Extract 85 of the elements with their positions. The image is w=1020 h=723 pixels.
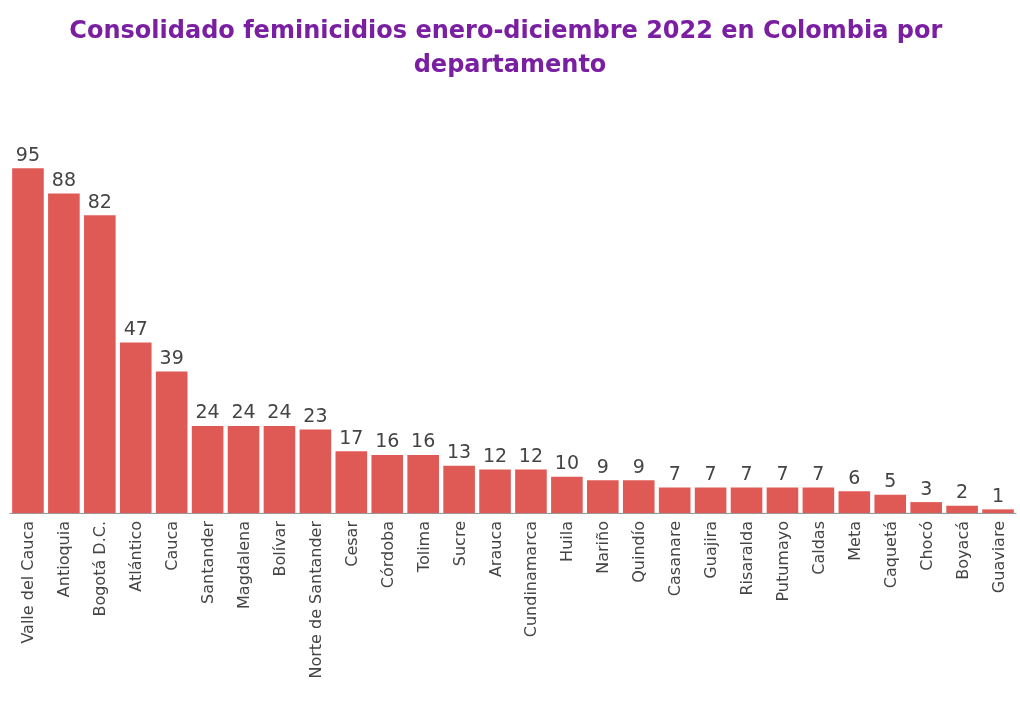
x-tick-label: Putumayo — [772, 521, 792, 602]
bar — [766, 487, 799, 513]
data-label: 17 — [339, 425, 364, 448]
x-tick-label: Meta — [844, 521, 864, 561]
bar — [371, 454, 404, 513]
x-tick-label: Atlántico — [126, 521, 146, 592]
bar — [191, 425, 224, 513]
x-tick-label: Huila — [557, 521, 577, 562]
bar — [299, 429, 332, 513]
x-tick-label: Boyacá — [952, 521, 972, 580]
bar — [119, 342, 152, 513]
x-tick-label: Sucre — [449, 521, 469, 567]
bar — [658, 487, 691, 513]
data-label: 24 — [267, 400, 292, 423]
bar — [874, 494, 907, 513]
data-label: 7 — [812, 462, 825, 485]
x-tick-label: Norte de Santander — [305, 520, 325, 679]
data-label: 1 — [991, 483, 1005, 506]
bar — [802, 487, 835, 513]
bar — [48, 193, 80, 513]
x-tick-label: Magdalena — [234, 521, 254, 609]
x-tick-label: Antioquia — [54, 521, 74, 598]
bar — [12, 168, 44, 513]
bar — [443, 465, 475, 513]
bar — [515, 469, 547, 513]
data-label: 12 — [518, 443, 544, 466]
data-label: 88 — [51, 168, 76, 191]
data-label: 12 — [482, 443, 508, 466]
data-label: 7 — [668, 462, 681, 485]
x-tick-label: Chocó — [916, 521, 936, 571]
data-label: 82 — [87, 189, 112, 212]
x-tick-label: Arauca — [485, 521, 505, 578]
x-tick-label: Quindío — [629, 521, 649, 583]
x-tick-label: Caquetá — [880, 521, 900, 589]
bar — [407, 454, 439, 513]
data-label: 3 — [920, 476, 933, 499]
data-label: 6 — [848, 465, 861, 488]
bar — [84, 215, 116, 513]
x-tick-label: Guaviare — [988, 521, 1008, 594]
data-label: 95 — [15, 142, 41, 165]
bar — [263, 425, 296, 513]
bar — [587, 480, 619, 513]
x-tick-label: Bolívar — [269, 520, 289, 577]
bar — [551, 476, 583, 513]
x-tick-label: Caldas — [808, 521, 828, 575]
x-tick-label: Casanare — [665, 521, 685, 597]
bar — [910, 502, 942, 513]
x-tick-label: Guajira — [701, 521, 721, 579]
x-tick-label: Córdoba — [377, 521, 397, 589]
data-label: 7 — [704, 462, 717, 485]
data-label: 16 — [411, 429, 436, 452]
data-label: 2 — [956, 480, 969, 503]
data-label: 24 — [231, 400, 256, 423]
data-label: 47 — [123, 316, 148, 339]
bar — [622, 480, 655, 513]
data-label: 9 — [596, 454, 609, 477]
data-label: 7 — [740, 462, 753, 485]
x-tick-label: Santander — [198, 520, 218, 604]
data-label: 7 — [776, 462, 789, 485]
bar — [155, 371, 188, 513]
chart-title: Consolidado feminicidios enero-diciembre 2022 en Colombia por departamento — [69, 16, 951, 78]
x-tick-label: Cesar — [341, 520, 361, 567]
data-label: 5 — [884, 469, 897, 492]
bar — [838, 491, 871, 513]
data-label: 24 — [195, 400, 220, 423]
data-label: 39 — [159, 345, 184, 368]
bar — [730, 487, 763, 513]
x-tick-label: Bogotá D.C. — [90, 521, 110, 617]
x-tick-label: Cauca — [162, 521, 182, 571]
x-tick-label: Cundinamarca — [521, 521, 541, 638]
x-tick-label: Risaralda — [737, 521, 757, 596]
bar — [479, 469, 511, 513]
data-label: 23 — [303, 404, 328, 427]
bar — [227, 425, 260, 513]
bar — [946, 505, 978, 513]
bar — [982, 509, 1014, 513]
bar — [335, 451, 368, 513]
data-label: 9 — [632, 454, 645, 477]
data-label: 16 — [375, 429, 400, 452]
data-label: 13 — [447, 440, 472, 463]
x-tick-label: Tolima — [413, 521, 433, 574]
data-label: 10 — [554, 451, 579, 474]
x-tick-label: Nariño — [593, 521, 613, 574]
x-tick-label: Valle del Cauca — [18, 521, 38, 644]
bar — [694, 487, 727, 513]
